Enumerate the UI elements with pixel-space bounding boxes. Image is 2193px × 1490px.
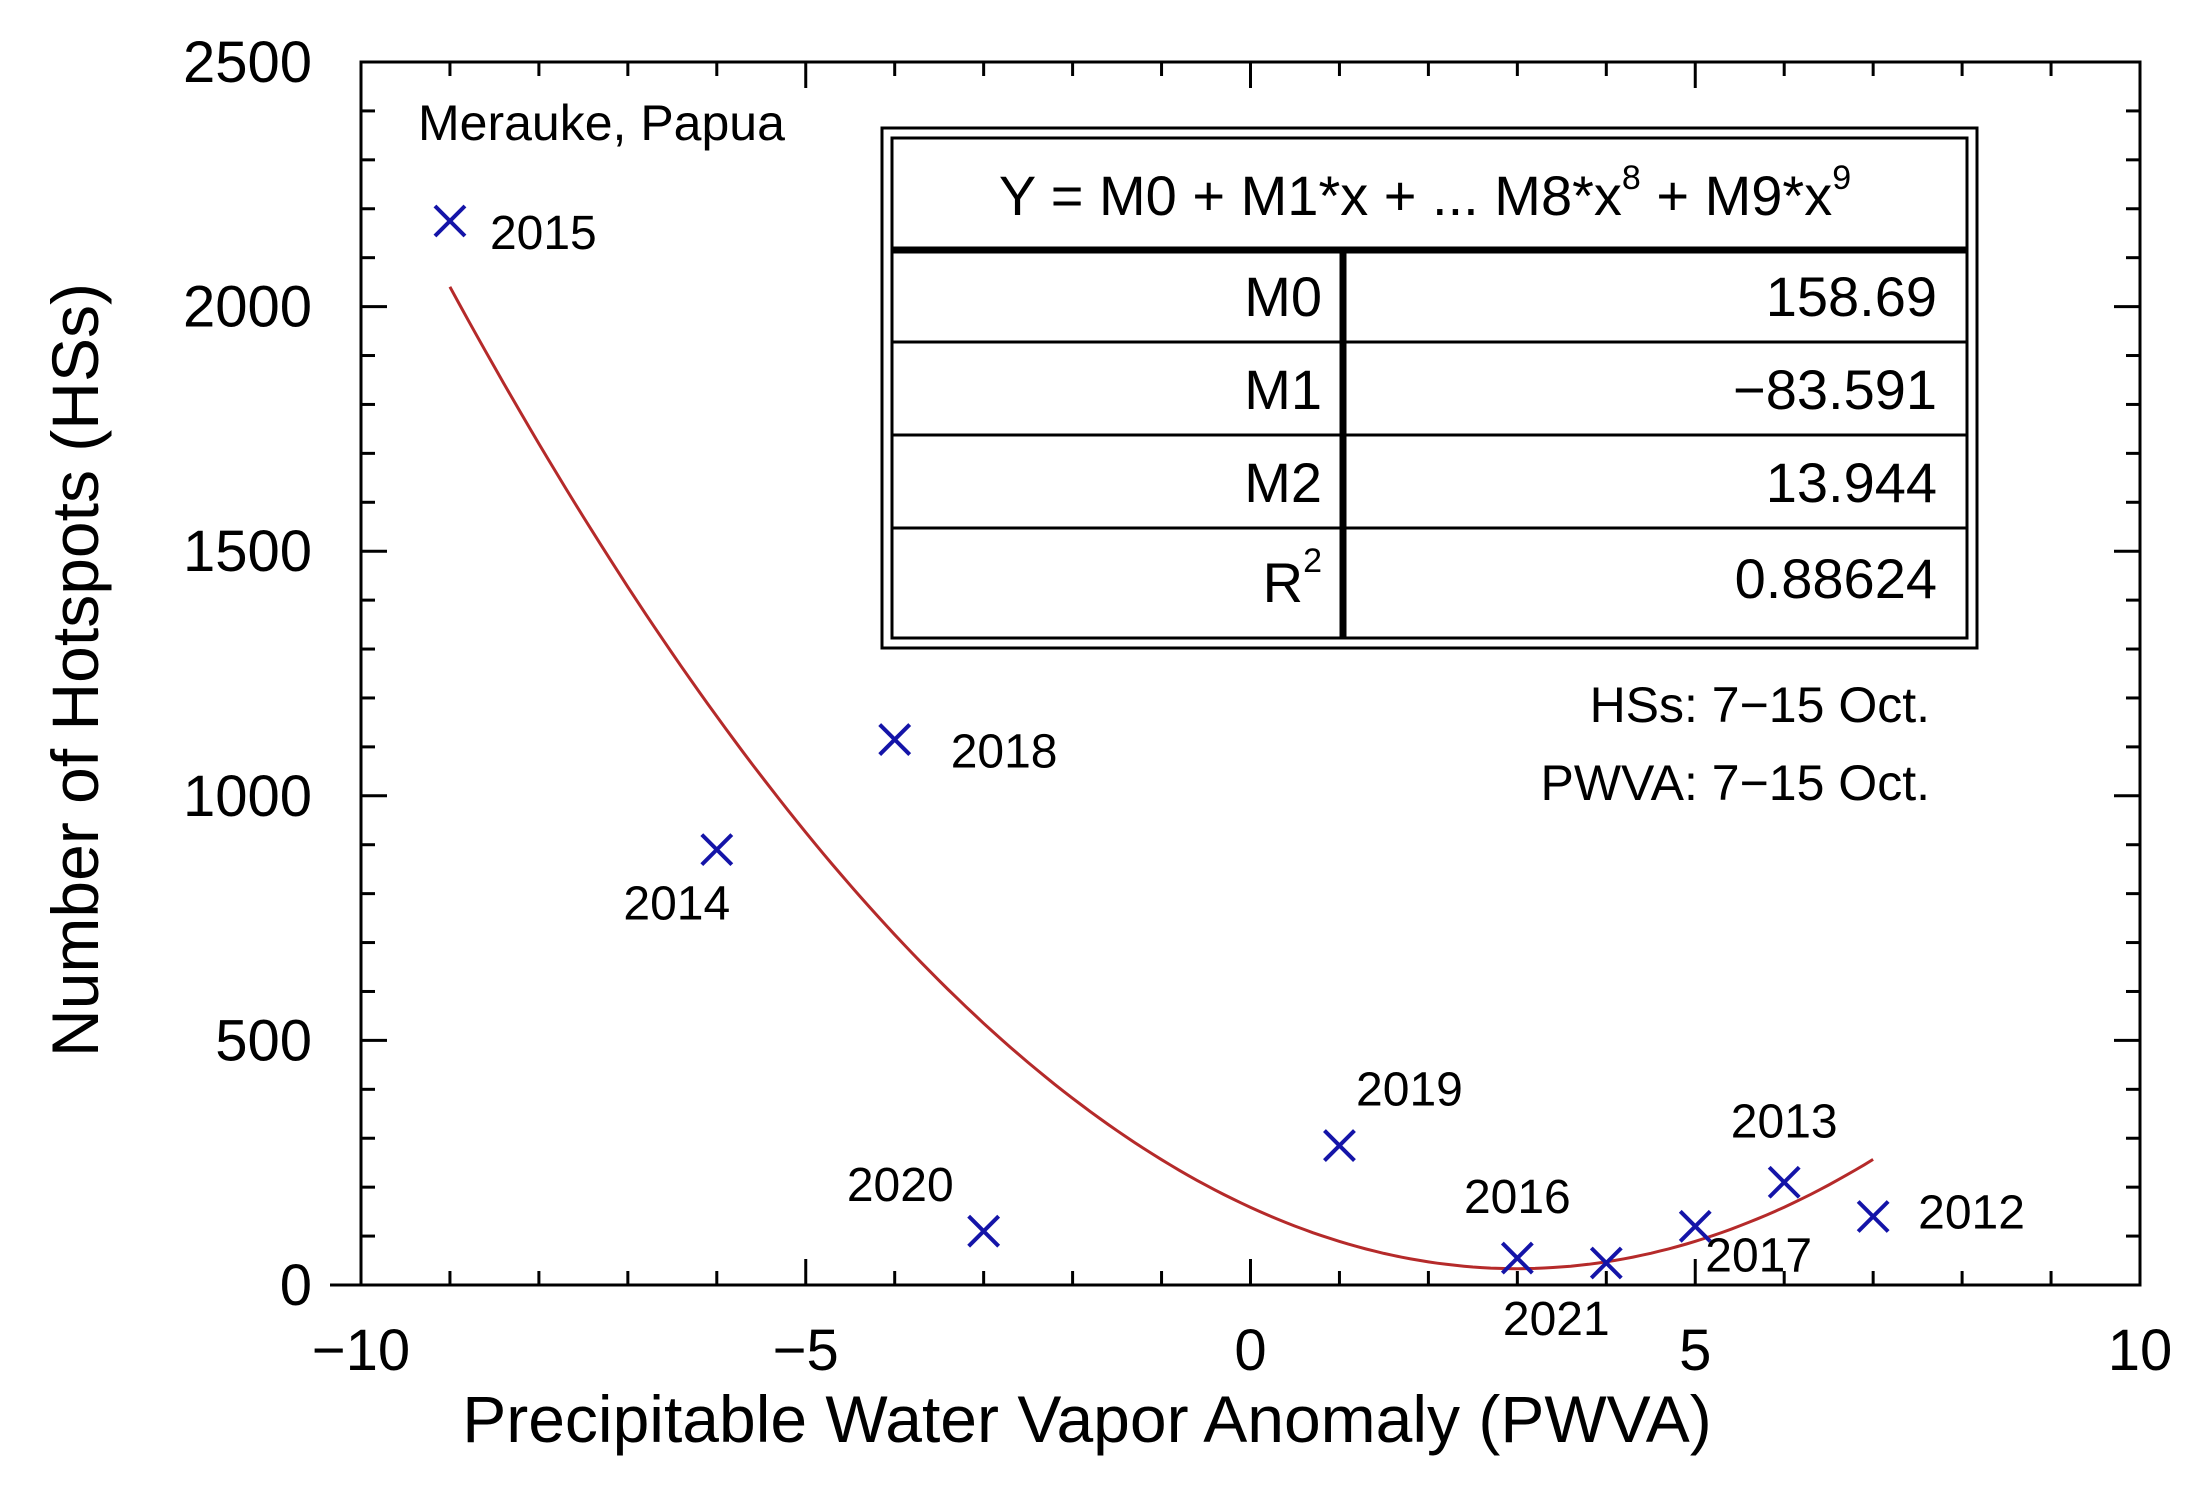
coef-name-m1: M1 (1244, 358, 1322, 421)
data-points (433, 204, 1890, 1280)
y-tick-label: 1500 (183, 519, 312, 584)
data-point-2015 (433, 204, 467, 238)
point-marker-stroke (1323, 1129, 1356, 1162)
coef-value-m2: 13.944 (1766, 451, 1937, 514)
data-point-2020 (967, 1214, 1001, 1248)
point-label-2016: 2016 (1464, 1171, 1571, 1224)
point-marker-stroke (1856, 1200, 1890, 1233)
point-marker-stroke (700, 833, 734, 867)
data-point-2019 (1323, 1129, 1356, 1162)
x-tick-label: 5 (1679, 1318, 1711, 1383)
x-tick-label: −5 (773, 1318, 839, 1383)
y-tick-label: 500 (215, 1008, 312, 1073)
data-point-2012 (1856, 1200, 1890, 1233)
point-label-2020: 2020 (847, 1159, 954, 1212)
coef-value-m0: 158.69 (1766, 265, 1937, 328)
point-marker-stroke (878, 723, 912, 756)
y-tick-label: 2000 (183, 275, 312, 340)
r-squared-name: R2 (1263, 542, 1322, 614)
point-label-2019: 2019 (1356, 1064, 1463, 1117)
coef-value-m1: −83.591 (1733, 358, 1937, 421)
annotation-pwva-period: PWVA: 7−15 Oct. (1540, 755, 1930, 811)
point-label-2018: 2018 (951, 726, 1058, 779)
fit-table: Y = M0 + M1*x + ... M8*x8 + M9*x9 M0 158… (880, 126, 1979, 650)
data-point-2018 (878, 723, 912, 756)
fit-equation: Y = M0 + M1*x + ... M8*x8 + M9*x9 (999, 159, 1851, 227)
data-point-2021 (1589, 1246, 1623, 1280)
x-axis-title: Precipitable Water Vapor Anomaly (PWVA) (462, 1382, 1712, 1456)
x-tick-labels: −10 −5 0 5 10 (312, 1318, 2172, 1383)
data-point-2014 (700, 833, 734, 867)
y-tick-labels: 0 500 1000 1500 2000 2500 (183, 30, 312, 1318)
annotation-hss-period: HSs: 7−15 Oct. (1590, 677, 1930, 733)
point-label-2015: 2015 (490, 207, 597, 260)
y-tick-label: 1000 (183, 764, 312, 829)
data-point-2016 (1500, 1241, 1534, 1275)
point-labels: 2015 2014 2018 2020 2019 2016 2021 2017 2013 2012 (490, 207, 2025, 1346)
point-label-2012: 2012 (1918, 1187, 2025, 1240)
point-marker-stroke (967, 1214, 1001, 1248)
x-tick-label: 0 (1234, 1318, 1266, 1383)
point-marker-stroke (1500, 1241, 1534, 1275)
point-label-2014: 2014 (623, 878, 730, 931)
point-label-2021: 2021 (1503, 1293, 1610, 1346)
y-tick-label: 2500 (183, 30, 312, 95)
point-marker-stroke (1767, 1165, 1801, 1199)
data-point-2013 (1767, 1165, 1801, 1199)
point-marker-stroke (1678, 1209, 1712, 1243)
point-marker-stroke (1589, 1246, 1623, 1280)
y-tick-label: 0 (280, 1253, 312, 1318)
point-label-2013: 2013 (1731, 1095, 1838, 1148)
axis-ticks (359, 60, 2142, 1287)
y-axis-title: Number of Hotspots (HSs) (38, 283, 112, 1057)
r-squared-value: 0.88624 (1735, 547, 1937, 610)
location-label: Merauke, Papua (418, 95, 785, 151)
point-label-2017: 2017 (1705, 1229, 1812, 1282)
fit-table-inner-border (890, 136, 1969, 640)
point-marker-stroke (433, 204, 467, 238)
x-tick-label: −10 (312, 1318, 410, 1383)
data-point-2017 (1678, 1209, 1712, 1243)
coef-name-m0: M0 (1244, 265, 1322, 328)
coef-name-m2: M2 (1244, 451, 1322, 514)
fit-curve (448, 286, 1874, 1271)
x-tick-label: 10 (2108, 1318, 2173, 1383)
fit-table-outer-border (880, 126, 1979, 650)
